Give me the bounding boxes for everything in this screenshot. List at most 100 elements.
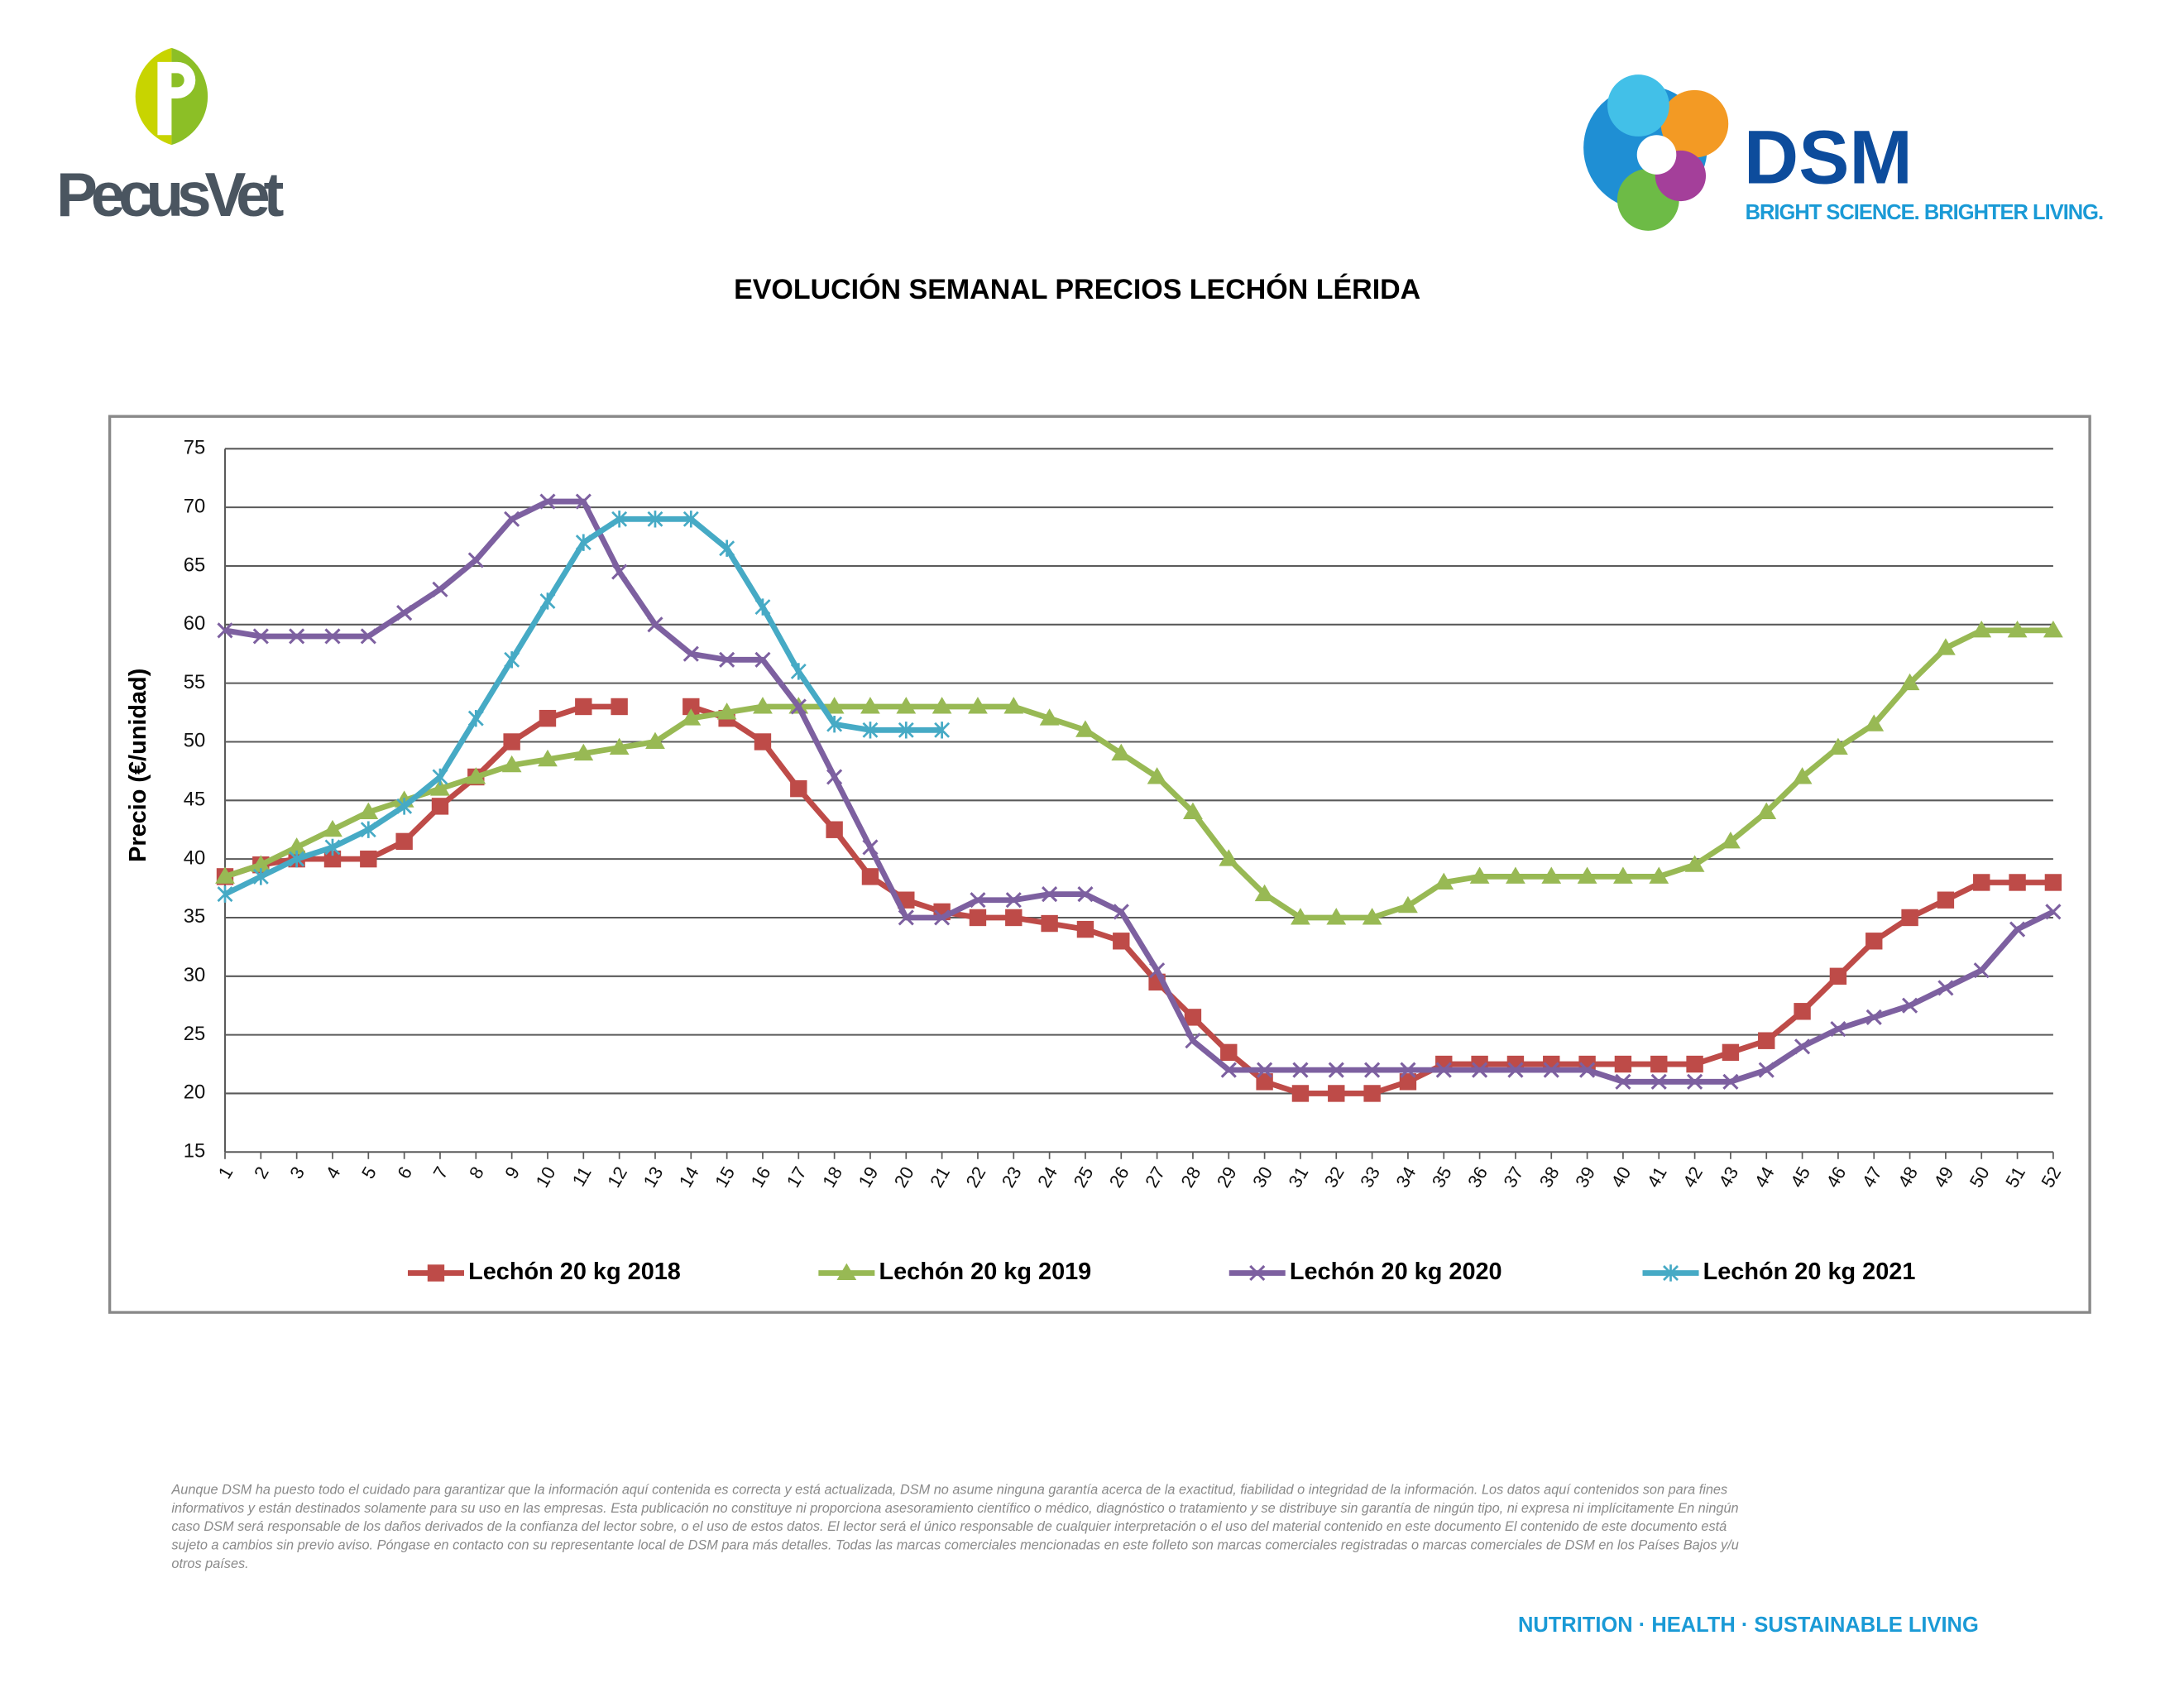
marker — [360, 821, 376, 838]
y-tick-label: 45 — [184, 789, 205, 811]
marker — [1973, 874, 1990, 891]
marker — [575, 534, 592, 551]
marker — [1147, 767, 1167, 784]
marker — [1899, 673, 1920, 691]
x-tick-label: 33 — [1356, 1163, 1384, 1192]
x-tick-label: 21 — [926, 1163, 954, 1192]
marker — [970, 892, 986, 909]
marker — [2043, 620, 2063, 638]
x-tick-label: 11 — [568, 1163, 596, 1190]
marker — [861, 868, 879, 885]
marker — [1184, 1009, 1202, 1026]
x-tick-label: 14 — [675, 1163, 703, 1192]
x-tick-label: 50 — [1966, 1163, 1994, 1192]
x-tick-label: 13 — [639, 1163, 668, 1192]
marker — [1113, 904, 1129, 920]
marker — [2009, 874, 2026, 891]
marker — [682, 645, 699, 662]
marker — [427, 1264, 445, 1282]
y-tick-label: 20 — [184, 1081, 205, 1104]
marker — [862, 839, 879, 856]
x-tick-label: 44 — [1751, 1163, 1779, 1192]
marker — [790, 698, 807, 715]
legend-label: Lechón 20 kg 2018 — [468, 1259, 681, 1285]
marker — [826, 769, 843, 785]
marker — [1398, 895, 1418, 914]
marker — [1291, 1085, 1310, 1102]
marker — [1971, 620, 1992, 638]
x-tick-label: 52 — [2037, 1163, 2065, 1192]
marker — [1663, 1264, 1679, 1282]
marker — [826, 716, 843, 733]
x-tick-label: 38 — [1535, 1163, 1564, 1192]
marker — [2009, 921, 2026, 938]
marker — [719, 651, 735, 668]
logo-shape — [157, 61, 196, 136]
x-tick-label: 45 — [1786, 1163, 1814, 1192]
marker — [396, 605, 413, 621]
marker — [1792, 767, 1813, 784]
x-tick-label: 6 — [393, 1163, 416, 1182]
x-tick-label: 30 — [1248, 1163, 1276, 1192]
x-tick-label: 2 — [250, 1163, 273, 1182]
marker — [1111, 743, 1132, 761]
legend-label: Lechón 20 kg 2020 — [1290, 1259, 1502, 1285]
x-tick-label: 24 — [1033, 1163, 1061, 1192]
x-tick-label: 36 — [1463, 1163, 1492, 1192]
marker — [1864, 714, 1885, 731]
marker — [289, 850, 305, 868]
marker — [932, 697, 952, 714]
marker — [1077, 886, 1094, 903]
x-tick-label: 15 — [711, 1163, 739, 1192]
marker — [826, 821, 843, 838]
y-tick-label: 40 — [184, 846, 205, 869]
x-tick-label: 51 — [2001, 1163, 2029, 1192]
disclaimer: Aunque DSM ha puesto todo el cuidado par… — [170, 1482, 1738, 1571]
y-tick-label: 50 — [184, 730, 205, 752]
y-tick-label: 25 — [184, 1023, 205, 1045]
x-tick-label: 31 — [1284, 1163, 1312, 1192]
disclaimer-line: Aunque DSM ha puesto todo el cuidado par… — [170, 1482, 1727, 1497]
marker — [1039, 708, 1060, 726]
y-tick-label: 60 — [184, 612, 205, 635]
x-tick-label: 4 — [322, 1163, 345, 1182]
marker — [647, 616, 663, 633]
marker — [934, 722, 951, 739]
disclaimer-line: informativos y están destinados solament… — [171, 1501, 1738, 1516]
x-tick-label: 39 — [1571, 1163, 1599, 1192]
marker — [501, 755, 522, 773]
chart-frame — [108, 415, 2091, 1314]
marker — [1649, 866, 1669, 884]
marker — [862, 722, 879, 739]
y-tick-label: 70 — [184, 495, 205, 517]
marker — [1756, 802, 1777, 819]
marker — [1758, 1062, 1774, 1078]
marker — [1328, 1062, 1344, 1078]
marker — [1721, 831, 1741, 849]
marker — [1435, 1062, 1452, 1078]
chart-title: EVOLUCIÓN SEMANAL PRECIOS LECHÓN LÉRIDA — [734, 274, 1420, 305]
y-tick-label: 30 — [184, 964, 205, 986]
marker — [898, 909, 914, 926]
series-line — [223, 627, 2053, 921]
marker — [1687, 1073, 1703, 1090]
disclaimer-line: otros países. — [171, 1556, 248, 1571]
x-tick-label: 35 — [1428, 1163, 1456, 1192]
series-line — [224, 498, 2055, 1085]
marker — [1400, 1062, 1416, 1078]
marker — [467, 709, 484, 727]
logo-text: DSM — [1744, 115, 1913, 199]
x-tick-label: 16 — [747, 1163, 775, 1192]
marker — [1469, 866, 1490, 884]
marker — [1506, 866, 1525, 884]
marker — [430, 779, 450, 796]
x-tick-label: 5 — [357, 1163, 381, 1182]
marker — [1901, 997, 1918, 1014]
marker — [682, 511, 699, 528]
marker — [1866, 1009, 1882, 1025]
marker — [824, 697, 845, 714]
marker — [286, 837, 307, 855]
x-tick-label: 42 — [1679, 1163, 1707, 1192]
marker — [611, 563, 628, 580]
x-tick-label: 29 — [1213, 1163, 1241, 1192]
